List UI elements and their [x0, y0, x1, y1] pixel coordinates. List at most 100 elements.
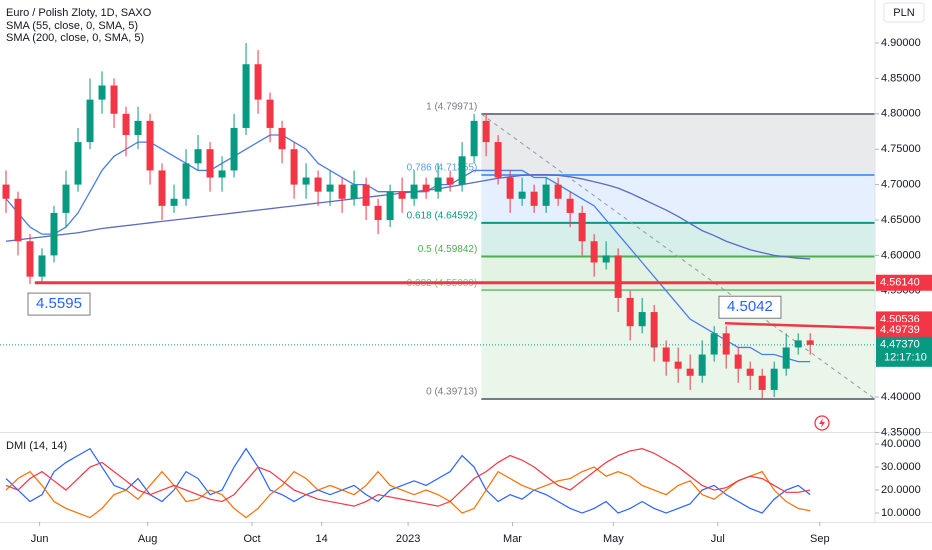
price-label: 4.47370 — [880, 339, 920, 351]
candle-body — [158, 170, 166, 206]
candle-body — [62, 184, 70, 213]
candle-body — [542, 184, 550, 206]
y-tick-label: 20.0000 — [881, 484, 921, 496]
candle-body — [638, 312, 646, 327]
candle-body — [602, 255, 610, 263]
candle-body — [362, 184, 370, 206]
fib-band — [481, 175, 875, 223]
candle-body — [410, 184, 418, 199]
candle-body — [134, 120, 142, 136]
candle-body — [470, 120, 478, 157]
candle-body — [650, 312, 658, 348]
candle-body — [314, 177, 322, 192]
candle-body — [434, 177, 442, 192]
candle-body — [746, 368, 754, 376]
trend-line — [724, 321, 876, 330]
chart-title: Euro / Polish Zloty, 1D, SAXO — [6, 7, 152, 19]
candle-body — [266, 99, 274, 128]
price-label-box — [876, 336, 932, 367]
candle-body — [794, 340, 802, 348]
currency[interactable]: PLN — [893, 7, 914, 19]
y-tick-label: 4.85000 — [881, 72, 921, 84]
candle-body — [290, 149, 298, 185]
y-tick-label: 4.65000 — [881, 214, 921, 226]
candle-body — [482, 120, 490, 143]
candle-body — [722, 333, 730, 355]
price-label-box — [876, 274, 932, 291]
candle-body — [38, 255, 46, 277]
fib-label: 0 (4.39713) — [426, 387, 477, 398]
y-tick-label: 4.40000 — [881, 391, 921, 403]
candle-body — [350, 184, 358, 199]
candle-body — [494, 142, 502, 178]
x-tick-label: Jul — [711, 533, 725, 545]
currency-button[interactable] — [883, 2, 925, 23]
candle-body — [74, 142, 82, 185]
annotation: 4.5042 — [727, 298, 773, 315]
candle-body — [302, 177, 310, 185]
candle-body — [518, 191, 526, 199]
candle-body — [614, 255, 622, 298]
x-tick-label: Oct — [243, 533, 260, 545]
candle-body — [326, 184, 334, 192]
legend-sma55: SMA (55, close, 0, SMA, 5) — [6, 20, 138, 32]
candle-body — [782, 347, 790, 369]
x-tick-label: Sep — [810, 533, 830, 545]
candle-body — [674, 361, 682, 369]
annotation-box — [718, 295, 782, 319]
candle-body — [2, 184, 10, 199]
candle-body — [458, 156, 466, 185]
candle-body — [242, 64, 250, 128]
dmi-line — [5, 447, 811, 514]
candle-body — [218, 170, 226, 178]
dmi-title: DMI (14, 14) — [6, 440, 67, 452]
candle-body — [506, 177, 514, 199]
candle-body — [86, 99, 94, 143]
candle-body — [338, 184, 346, 199]
x-tick-label: Mar — [503, 533, 522, 545]
price-label: 4.56140 — [880, 277, 920, 289]
countdown: 12:17:10 — [884, 352, 927, 364]
sma-line — [5, 174, 811, 260]
fib-band — [481, 222, 875, 257]
candle-body — [206, 149, 214, 178]
x-tick-label: May — [603, 533, 624, 545]
candle-body — [566, 198, 574, 213]
candle-body — [14, 198, 22, 242]
candle-body — [146, 120, 154, 171]
candle-body — [194, 149, 202, 164]
x-tick-label: Aug — [138, 533, 158, 545]
candle-body — [398, 191, 406, 199]
x-tick-label: 2023 — [396, 533, 420, 545]
candle-body — [422, 184, 430, 192]
sma-line — [5, 134, 811, 363]
fib-trend — [481, 113, 876, 400]
candle-body — [554, 184, 562, 199]
fib-label: 1 (4.79971) — [426, 102, 477, 113]
candle-body — [386, 191, 394, 221]
fib-band — [481, 256, 875, 291]
annotation-box — [27, 292, 91, 316]
y-tick-label: 4.75000 — [881, 143, 921, 155]
y-tick-label: 4.35000 — [881, 426, 921, 438]
y-tick-label: 4.80000 — [881, 108, 921, 120]
fib-band — [481, 113, 875, 176]
candle-body — [686, 368, 694, 376]
candle-body — [182, 163, 190, 199]
candle-body — [26, 241, 34, 277]
candle-body — [626, 297, 634, 327]
main-pane: 1 (4.79971) 0.786 (4.71355) 0.618 (4.64592… — [0, 42, 876, 401]
y-tick-label: 4.70000 — [881, 179, 921, 191]
candle-body — [734, 354, 742, 369]
candle-body — [758, 375, 766, 390]
fib-label: 0.786 (4.71355) — [407, 163, 478, 174]
annotation: 4.5595 — [36, 295, 82, 312]
y-tick-label: 4.60000 — [881, 249, 921, 261]
candle-body — [530, 191, 538, 206]
dmi-line — [5, 466, 811, 519]
candle-body — [770, 368, 778, 390]
candle-body — [230, 127, 238, 171]
y-tick-label: 4.90000 — [881, 37, 921, 49]
